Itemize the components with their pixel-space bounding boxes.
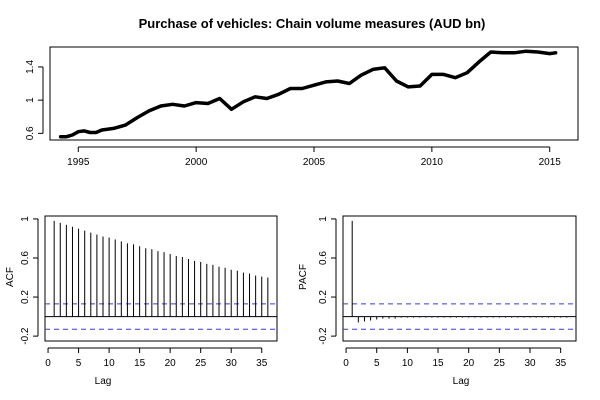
pacf-x-tick-label: 25 (494, 358, 506, 369)
pacf-plot-frame (342, 215, 577, 342)
pacf-x-tick-label: 35 (555, 358, 567, 369)
acf-y-axis-label: ACF (5, 267, 16, 287)
ts-series-line (58, 49, 558, 139)
pacf-x-tick-label: 15 (432, 358, 444, 369)
acf-plot-frame (44, 215, 278, 342)
acf-y-tick-label: 0.2 (20, 290, 31, 304)
ts-y-tick-label: 1 (25, 97, 36, 103)
acf-x-tick-label: 30 (226, 358, 238, 369)
ts-x-tick-label: 2005 (303, 157, 326, 168)
pacf-x-tick-label: 5 (374, 358, 380, 369)
acf-y-tick-label: 1 (20, 216, 31, 222)
pacf-x-axis-label: Lag (453, 376, 470, 387)
acf-x-tick-label: 25 (195, 358, 207, 369)
acf-y-tick-label: -0.2 (20, 327, 31, 345)
pacf-x-tick-label: 10 (402, 358, 414, 369)
ts-plot-frame (49, 46, 579, 141)
acf-x-tick-label: 35 (256, 358, 268, 369)
pacf-y-tick-label: 0.2 (318, 290, 329, 304)
pacf-y-tick-label: -0.2 (318, 327, 329, 345)
ts-x-tick-label: 2000 (185, 157, 208, 168)
pacf-y-tick-label: 1 (318, 216, 329, 222)
pacf-x-tick-label: 20 (463, 358, 475, 369)
ts-y-tick-label: 1.4 (25, 60, 36, 74)
ts-x-tick-label: 2015 (539, 157, 562, 168)
ts-x-tick-label: 1995 (67, 157, 90, 168)
acf-x-axis-label: Lag (95, 376, 112, 387)
acf-x-tick-label: 20 (165, 358, 177, 369)
pacf-x-tick-label: 30 (524, 358, 536, 369)
acf-x-tick-label: 0 (45, 358, 51, 369)
ts-x-tick-label: 2010 (421, 157, 444, 168)
acf-x-tick-label: 10 (104, 358, 116, 369)
acf-x-tick-label: 15 (134, 358, 146, 369)
acf-y-tick-label: 0.6 (20, 251, 31, 265)
pacf-y-axis-label: PACF (298, 264, 309, 290)
chart-title: Purchase of vehicles: Chain volume measu… (139, 16, 486, 31)
ts-y-tick-label: 0.6 (25, 126, 36, 140)
pacf-x-tick-label: 0 (343, 358, 349, 369)
acf-x-tick-label: 5 (76, 358, 82, 369)
pacf-y-tick-label: 0.6 (318, 251, 329, 265)
